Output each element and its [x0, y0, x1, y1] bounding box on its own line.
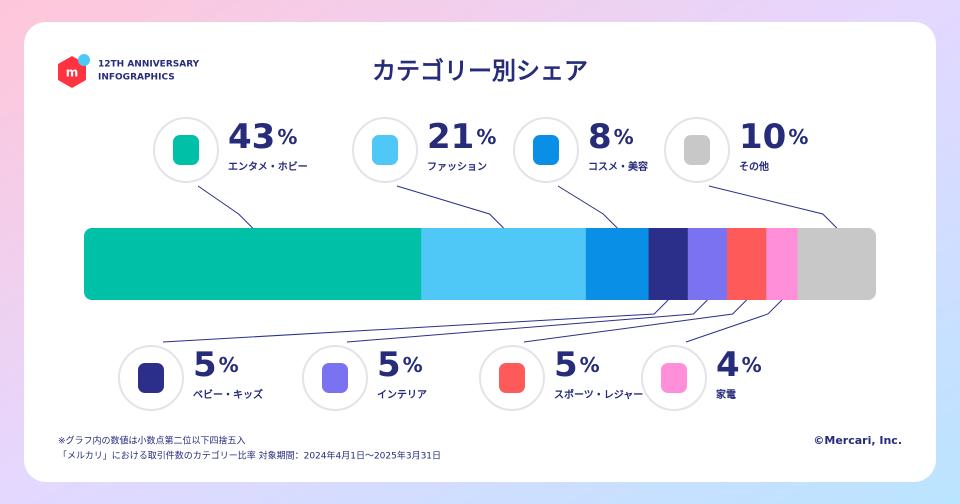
value-label: 4% — [716, 345, 762, 385]
leader-line — [346, 299, 708, 343]
category-label: インテリア — [377, 389, 427, 401]
bar-segment — [727, 228, 767, 300]
leader-line — [708, 185, 838, 229]
value-unit: % — [788, 125, 808, 149]
value-unit: % — [742, 353, 762, 377]
leader-line — [557, 185, 618, 229]
category-label: コスメ・美容 — [588, 160, 648, 173]
bar — [84, 228, 876, 300]
bar-segment — [421, 228, 587, 300]
bar-segment — [84, 228, 422, 300]
category-label: エンタメ・ホビー — [228, 160, 308, 173]
value-number: 4 — [716, 345, 740, 385]
value-number: 8 — [588, 117, 612, 157]
value-number: 5 — [377, 345, 401, 385]
category-label: ファッション — [427, 161, 487, 173]
logo: m — [58, 54, 90, 88]
value-unit: % — [219, 353, 239, 377]
value-unit: % — [277, 125, 297, 149]
footnote: ※グラフ内の数値は小数点第二位以下四捨五入 — [58, 435, 246, 447]
value-unit: % — [403, 353, 423, 377]
bar-segment — [648, 228, 689, 300]
value-label: 5% — [377, 345, 423, 385]
icon — [499, 363, 525, 393]
value-number: 5 — [193, 345, 217, 385]
leader-line — [162, 299, 669, 343]
value-number: 43 — [228, 117, 275, 157]
icon — [173, 135, 199, 165]
category-label: 家電 — [716, 388, 736, 401]
category-label: ベビー・キッズ — [193, 388, 263, 401]
icon — [684, 135, 710, 165]
bar-segment — [687, 228, 728, 300]
icon — [533, 135, 559, 165]
value-number: 21 — [427, 117, 474, 157]
value-label: 8% — [588, 117, 634, 157]
icon — [138, 363, 164, 393]
icon — [322, 363, 348, 393]
bar-segment — [585, 228, 650, 300]
category-label: その他 — [739, 160, 769, 173]
value-unit: % — [614, 125, 634, 149]
value-unit: % — [476, 125, 496, 149]
leader-line — [396, 185, 504, 229]
value-label: 5% — [193, 345, 239, 385]
value-unit: % — [580, 353, 600, 377]
leader-line — [685, 299, 783, 343]
value-label: 10% — [739, 117, 808, 157]
value-label: 43% — [228, 117, 297, 157]
bar-segment — [797, 228, 876, 300]
leader-line — [523, 299, 747, 343]
chart-title: カテゴリー別シェア — [372, 57, 588, 85]
bar-segment — [766, 228, 799, 300]
value-label: 21% — [427, 117, 496, 157]
value-number: 5 — [554, 345, 578, 385]
svg-text:m: m — [66, 66, 79, 80]
value-label: 5% — [554, 345, 600, 385]
leader-line — [197, 185, 253, 229]
icon — [661, 363, 687, 393]
icon — [372, 135, 398, 165]
brand-line: INFOGRAPHICS — [98, 73, 175, 83]
category-label: スポーツ・レジャー — [554, 388, 643, 401]
value-number: 10 — [739, 117, 786, 157]
brand-line: 12TH ANNIVERSARY — [98, 60, 200, 70]
footnote: 「メルカリ」における取引件数のカテゴリー比率 対象期間：2024年4月1日〜20… — [58, 450, 441, 462]
copyright: ©Mercari, Inc. — [813, 434, 902, 447]
